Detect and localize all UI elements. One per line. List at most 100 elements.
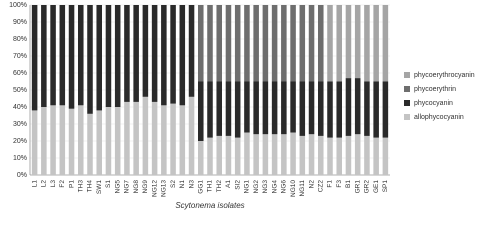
bar-segment [207, 81, 213, 138]
bar-segment [161, 5, 167, 106]
bar-segment [234, 5, 241, 82]
legend-label: phycoerythrocyanin [414, 72, 475, 79]
bar-segment [373, 5, 379, 82]
bar-segment [299, 5, 306, 82]
bar-segment [114, 5, 121, 107]
y-tick-label: 50% [13, 87, 27, 94]
bar-segment [207, 137, 213, 175]
x-tick-label: TH2 [216, 180, 223, 193]
bar-segment [207, 5, 213, 82]
y-tick-label: 40% [13, 104, 27, 111]
bar-segment [234, 137, 241, 175]
bar-segment [244, 132, 250, 175]
x-tick-label: N1 [179, 180, 186, 189]
bar-segment [216, 5, 222, 82]
bar-segment [345, 135, 352, 175]
bar-segment [373, 137, 379, 175]
bar-segment [262, 134, 269, 175]
bar-segment [281, 81, 287, 135]
bar-segment [114, 107, 121, 175]
bar-segment [318, 81, 324, 136]
bar-segment [271, 134, 278, 175]
bar-segment [133, 101, 139, 175]
legend-swatch [404, 86, 410, 92]
bar-segment [124, 5, 130, 102]
bar-segment [87, 113, 93, 175]
bar-segment [41, 5, 47, 107]
y-tick-label: 0% [17, 172, 27, 179]
bar-segment [308, 81, 315, 135]
bar-segment [59, 105, 66, 175]
bar-segment [78, 5, 84, 106]
x-tick-label: NG6 [281, 180, 288, 194]
bar-segment [253, 134, 259, 175]
bar-segment [50, 5, 56, 106]
bar-segment [345, 5, 352, 79]
y-tick-label: 10% [13, 155, 27, 162]
x-tick-label: NG5 [114, 180, 121, 194]
bar-segment [354, 134, 361, 175]
x-tick-label: SW1 [96, 180, 103, 194]
bar-segment [216, 135, 222, 175]
bar-segment [225, 81, 232, 136]
bar-segment [271, 81, 278, 135]
x-tick-label: NG9 [142, 180, 149, 194]
x-tick-label: P1 [68, 180, 75, 188]
bar-segment [105, 107, 112, 175]
bar-segment [198, 5, 204, 82]
bar-segment [382, 81, 389, 138]
bar-segment [364, 5, 370, 82]
bar-segment [327, 81, 333, 138]
bar-segment [151, 101, 158, 175]
bar-segment [161, 105, 167, 175]
bar-segment [179, 5, 186, 106]
x-tick-label: CZ2 [317, 180, 324, 193]
x-tick-label: NG4 [271, 180, 278, 194]
bar-segment [364, 135, 370, 175]
bar-segment [59, 5, 66, 106]
x-tick-label: S2 [170, 180, 177, 188]
bar-segment [253, 81, 259, 135]
bar-segment [170, 5, 176, 104]
x-tick-label: TH3 [77, 180, 84, 193]
bar-segment [336, 81, 342, 138]
bar-segment [31, 110, 38, 175]
x-axis-title: Scytonema isolates [175, 201, 244, 210]
bar-segment [336, 137, 342, 175]
bar-segment [262, 5, 269, 82]
bar-segment [308, 134, 315, 175]
bar-segment [290, 81, 296, 133]
x-tick-label: GG1 [197, 180, 204, 194]
bar-segment [336, 5, 342, 82]
bar-segment [281, 134, 287, 175]
x-tick-label: L1 [31, 180, 38, 188]
bar-segment [31, 5, 38, 111]
bar-segment [253, 5, 259, 82]
bar-segment [142, 5, 149, 97]
bar-segment [354, 78, 361, 135]
x-tick-label: NG2 [253, 180, 260, 194]
legend-label: allophycocyanin [414, 114, 464, 121]
x-tick-label: NG1 [244, 180, 251, 194]
y-tick-label: 30% [13, 121, 27, 128]
bar-segment [41, 107, 47, 175]
bar-segment [124, 101, 130, 175]
x-tick-label: F1 [327, 180, 334, 188]
bar-segment [179, 105, 186, 175]
x-tick-label: GE1 [373, 180, 380, 193]
y-tick-label: 60% [13, 70, 27, 77]
legend-swatch [404, 114, 410, 120]
legend-label: phycoerythrin [414, 86, 456, 93]
bar-segment [382, 137, 389, 175]
bar-segment [373, 81, 379, 138]
bar-segment [234, 81, 241, 138]
x-tick-label: GR1 [354, 180, 361, 194]
bar-segment [262, 81, 269, 135]
y-tick-label: 100% [9, 2, 27, 9]
bar-segment [50, 105, 56, 175]
x-tick-label: NG10 [290, 180, 297, 197]
bar-segment [170, 103, 176, 175]
x-tick-label: A1 [225, 180, 232, 188]
x-tick-label: L2 [41, 180, 48, 188]
y-tick-label: 20% [13, 138, 27, 145]
